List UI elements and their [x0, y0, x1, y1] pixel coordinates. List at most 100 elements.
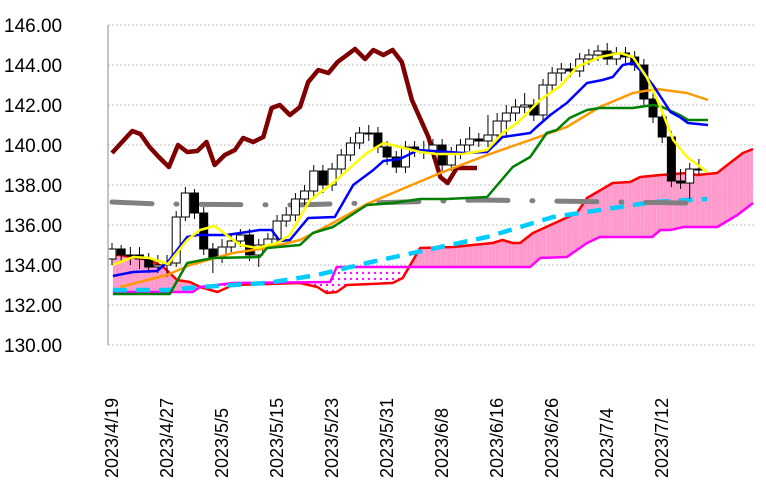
cloud-segment-bullish — [422, 247, 425, 267]
cloud-segment-bullish — [177, 280, 180, 292]
candle — [474, 133, 484, 147]
cloud-segment-bullish — [433, 247, 437, 267]
candle-body-down — [391, 156, 401, 168]
cloud-segment-bearish — [346, 267, 350, 285]
candle — [171, 211, 181, 267]
candle-body-up — [345, 142, 355, 156]
y-tick-label: 144.00 — [4, 56, 62, 77]
cloud-segment-bullish — [708, 173, 712, 227]
cloud-segment-bullish — [509, 242, 512, 267]
cloud-segment-bullish — [624, 182, 627, 237]
x-axis-ticks: 2023/4/19 2023/4/27 2023/5/5 2023/5/15 2023/… — [102, 398, 672, 478]
candle — [217, 239, 227, 263]
cloud-segment-bullish — [465, 245, 469, 267]
candle — [355, 127, 365, 149]
cloud-segment-bullish — [626, 182, 629, 237]
candle — [364, 125, 374, 141]
candle-body-up — [364, 132, 374, 135]
cloud-segment-bullish — [133, 257, 136, 292]
cloud-segment-bearish — [397, 267, 400, 281]
x-tick-label: 2023/5/15 — [267, 398, 287, 478]
cloud-segment-bullish — [530, 233, 533, 267]
y-tick-label: 130.00 — [4, 336, 62, 357]
candle-body-up — [510, 106, 520, 114]
candle — [611, 47, 621, 65]
cloud-segment-bullish — [518, 242, 521, 267]
cloud-segment-bullish — [163, 267, 166, 292]
candle — [455, 139, 465, 159]
y-tick-label: 136.00 — [4, 216, 62, 237]
candle-body-down — [190, 192, 200, 214]
candle — [685, 163, 695, 199]
y-axis-ticks: 146.00 144.00 142.00 140.00 138.00 136.00 134.… — [4, 16, 62, 357]
cloud-segment-bearish — [392, 267, 395, 283]
cloud-segment-bullish — [511, 242, 515, 267]
cloud-segment-bearish — [388, 267, 391, 284]
cloud-segment-bullish — [711, 173, 714, 227]
cloud-segment-bullish — [745, 151, 748, 209]
candle-body-up — [171, 216, 181, 264]
candle-body-up — [492, 120, 502, 136]
cloud-segment-bearish — [383, 267, 386, 284]
candle-body-down — [666, 136, 676, 182]
cloud-segment-bearish — [342, 267, 345, 289]
cloud-segment-bullish — [725, 165, 728, 223]
cloud-segment-bullish — [115, 254, 118, 292]
candle — [676, 169, 686, 189]
candle-body-down — [657, 116, 667, 138]
cloud-segment-bullish — [722, 166, 726, 224]
cloud-segment-bearish — [344, 267, 347, 287]
cloud-segment-bullish — [729, 161, 732, 220]
cloud-segment-bearish — [376, 267, 379, 284]
cloud-segment-bearish — [374, 267, 377, 284]
cloud-segment-bullish — [589, 195, 593, 242]
cloud-segment-bullish — [578, 207, 581, 250]
cloud-segment-bullish — [603, 187, 606, 237]
cloud-segment-bullish — [523, 238, 526, 267]
cloud-segment-bullish — [750, 149, 753, 206]
cloud-segment-bullish — [520, 240, 524, 267]
cloud-segment-bullish — [112, 254, 116, 292]
cloud-segment-bullish — [459, 246, 462, 267]
candle-body-up — [584, 54, 594, 60]
candle — [300, 185, 310, 205]
cloud-segment-bullish — [576, 210, 579, 251]
cloud-segment-bearish — [378, 267, 382, 284]
candle-body-up — [556, 68, 566, 74]
cloud-segment-bullish — [614, 182, 618, 237]
candle-body-up — [547, 72, 557, 86]
cloud-segment-bullish — [117, 254, 120, 292]
cloud-segment-bullish — [699, 174, 703, 227]
senkou-b-line — [112, 202, 754, 294]
cloud-segment-bullish — [582, 200, 586, 246]
x-tick-label: 2023/5/31 — [377, 398, 397, 478]
candle-body-up — [309, 170, 319, 192]
candle — [547, 67, 557, 91]
candle — [510, 99, 520, 121]
candle — [639, 59, 649, 105]
cloud-segment-bullish — [479, 244, 483, 267]
cloud-segment-bullish — [587, 196, 590, 243]
cloud-segment-bearish — [360, 267, 363, 285]
cloud-segment-bullish — [131, 257, 134, 292]
cloud-segment-bearish — [371, 267, 375, 284]
candle — [226, 233, 236, 253]
y-tick-label: 138.00 — [4, 176, 62, 197]
cloud-segment-bullish — [734, 157, 737, 217]
candle-body-up — [235, 234, 245, 242]
candle-body-up — [300, 190, 310, 200]
candle-body-up — [125, 254, 135, 257]
y-tick-label: 140.00 — [4, 136, 62, 157]
candle-body-down — [676, 180, 686, 184]
candle-body-up — [593, 50, 603, 56]
cloud-segment-bullish — [592, 193, 595, 241]
cloud-segment-bearish — [351, 267, 354, 285]
cloud-segment-bullish — [158, 264, 162, 292]
cloud-segment-bullish — [491, 242, 494, 267]
cloud-segment-bearish — [369, 267, 372, 284]
y-tick-label: 132.00 — [4, 296, 62, 317]
candle-body-down — [382, 146, 392, 158]
short-ma-line — [112, 51, 708, 267]
candle — [336, 149, 346, 175]
cloud-segment-bullish — [449, 247, 453, 267]
